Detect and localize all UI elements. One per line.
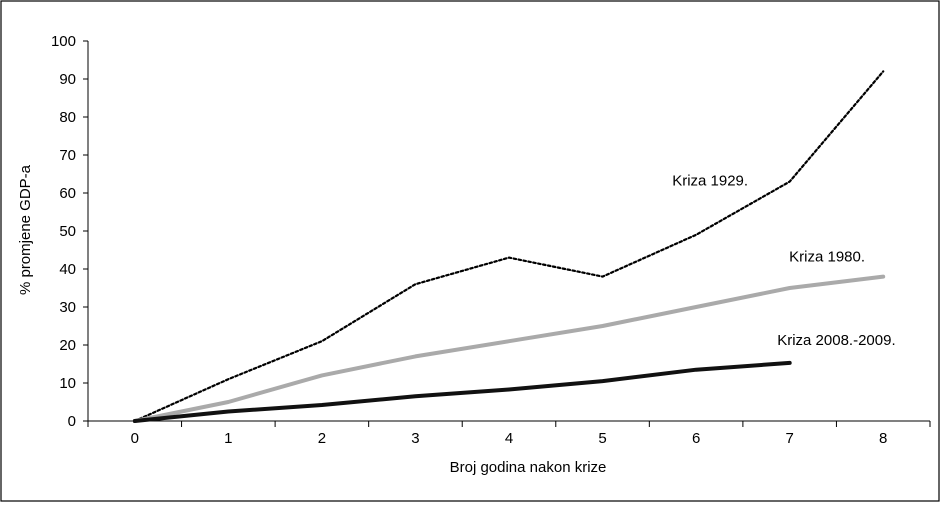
y-tick-label: 90 xyxy=(59,71,76,88)
x-axis-label: Broj godina nakon krize xyxy=(450,459,607,476)
series-layer xyxy=(132,70,886,423)
y-tick-label: 70 xyxy=(59,147,76,164)
x-tick-label: 7 xyxy=(785,430,793,447)
x-tick-label: 4 xyxy=(505,430,513,447)
series-label-2: Kriza 2008.-2009. xyxy=(777,332,895,349)
y-tick-label: 80 xyxy=(59,109,76,126)
y-axis-label: % promjene GDP-a xyxy=(17,164,34,295)
x-tick-label: 0 xyxy=(131,430,139,447)
x-tick-label: 6 xyxy=(692,430,700,447)
x-tick-label: 2 xyxy=(318,430,326,447)
labels-layer: Kriza 1929. Kriza 1980. Kriza 2008.-2009. xyxy=(672,172,895,349)
series-line-1 xyxy=(132,274,886,423)
y-tick-label: 20 xyxy=(59,337,76,354)
y-tick-label: 10 xyxy=(59,375,76,392)
series-line-2 xyxy=(132,360,792,423)
y-tick-label: 50 xyxy=(59,223,76,240)
y-tick-label: 60 xyxy=(59,185,76,202)
x-tick-label: 1 xyxy=(224,430,232,447)
y-tick-label: 40 xyxy=(59,261,76,278)
x-tick-label: 8 xyxy=(879,430,887,447)
y-tick-label: 30 xyxy=(59,299,76,316)
y-tick-label: 0 xyxy=(68,413,76,430)
series-label-1: Kriza 1980. xyxy=(789,248,865,265)
x-tick-label: 3 xyxy=(411,430,419,447)
x-tick-label: 5 xyxy=(598,430,606,447)
y-tick-label: 100 xyxy=(51,33,76,50)
series-label-0: Kriza 1929. xyxy=(672,172,748,189)
series-line-0 xyxy=(133,70,885,423)
axes: 0 10 20 30 40 50 60 70 80 90 100 0 1 2 3 4 5 6 7 8 xyxy=(51,33,931,447)
